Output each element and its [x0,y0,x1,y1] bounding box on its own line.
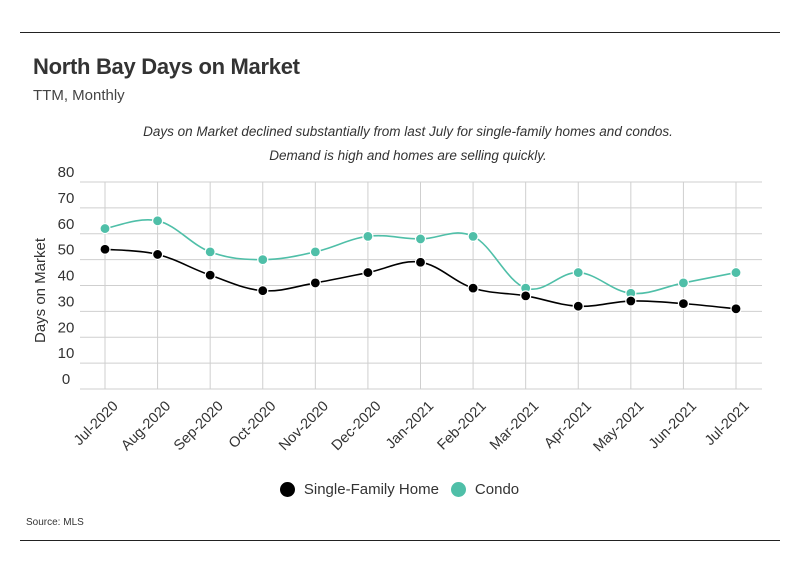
y-tick-label: 60 [58,216,75,233]
x-tick-label: May-2021 [591,398,648,455]
chart-caption: Days on Market declined substantially fr… [143,124,673,163]
y-tick-label: 30 [58,293,75,310]
data-point-condo [730,266,742,279]
source-note: Source: MLS [26,517,84,528]
chart-title: North Bay Days on Market [33,54,300,79]
data-point-single-family-home [99,243,111,255]
y-tick-label: 40 [58,268,75,285]
x-tick-label: Mar-2021 [487,398,542,453]
data-point-condo [204,246,216,258]
data-point-condo [257,254,269,266]
y-tick-label: 20 [58,319,75,336]
x-tick-label: Jul-2021 [702,398,753,449]
data-point-condo [467,230,479,242]
x-tick-label: Apr-2021 [541,398,594,451]
y-tick-label: 70 [58,190,75,207]
data-point-single-family-home [257,285,269,297]
data-point-single-family-home [151,248,164,261]
data-point-condo [362,230,374,242]
data-point-single-family-home [625,295,637,307]
legend: Single-Family Home Condo [0,481,799,498]
x-tick-label: Jul-2020 [71,398,122,449]
x-tick-label: Jan-2021 [383,398,437,452]
data-point-single-family-home [520,290,532,302]
chart-subtitle: TTM, Monthly [33,87,125,104]
data-point-condo [309,246,321,258]
legend-item-single-family: Single-Family Home [279,481,439,498]
x-tick-label: Oct-2020 [226,398,279,451]
data-point-condo [677,277,690,289]
y-axis-label: Days on Market [32,237,49,343]
data-point-single-family-home [309,277,321,289]
data-point-single-family-home [414,256,427,268]
data-point-single-family-home [730,303,742,315]
legend-swatch-condo [450,482,466,497]
data-point-condo [151,215,164,227]
top-rule [20,32,780,33]
y-tick-label: 80 [58,164,75,181]
y-tick-label: 50 [58,242,75,259]
legend-label-condo: Condo [474,481,520,498]
data-point-single-family-home [572,300,584,312]
y-tick-label: 10 [58,345,75,362]
x-tick-label: Feb-2021 [434,398,489,453]
legend-label-single-family: Single-Family Home [303,481,439,498]
legend-item-condo: Condo [450,481,520,498]
data-point-single-family-home [362,266,374,279]
data-point-single-family-home [467,282,479,294]
data-point-single-family-home [204,269,216,281]
data-point-condo [572,266,584,279]
y-tick-label: 0 [62,371,70,388]
data-point-single-family-home [677,298,690,310]
x-tick-label: Nov-2020 [276,398,332,454]
data-point-condo [414,233,427,245]
legend-swatch-single-family [279,482,295,497]
x-tick-label: Dec-2020 [329,398,385,454]
x-tick-label: Aug-2020 [118,398,174,454]
bottom-rule [20,540,780,541]
data-point-condo [99,222,111,235]
x-tick-label: Jun-2021 [646,398,700,452]
x-tick-label: Sep-2020 [171,398,227,454]
